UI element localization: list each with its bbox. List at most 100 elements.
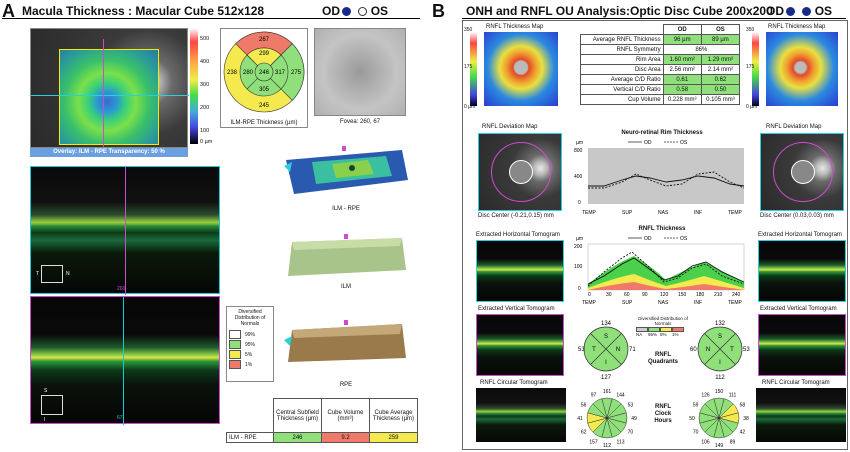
surface-label: RPE [339, 382, 353, 388]
quadrant-chart-os: 132 60 53 112 S N T I [690, 321, 750, 380]
normals-legend-small: Diversified Distribution of Normals NA 9… [636, 316, 690, 342]
rnfl-xtick: 0 [588, 292, 591, 298]
clock-value: 126 [701, 393, 710, 399]
rnfl-ytick: 200 [574, 244, 583, 250]
quadrant-letter: T [730, 347, 734, 353]
rnfl-thickness-map-od[interactable] [484, 32, 558, 106]
surface-ilm[interactable] [282, 234, 410, 280]
os-radio[interactable] [358, 7, 368, 16]
horiz-tomo-title-right: Extracted Horizontal Tomogram [758, 232, 842, 238]
row-label: Average C/D Ratio [580, 74, 664, 85]
summary-header: Central Subfield Thickness (µm) [273, 398, 322, 433]
os-radio[interactable] [802, 7, 812, 16]
quadrant-value: 127 [601, 375, 612, 380]
od-radio[interactable] [342, 7, 351, 16]
panel-b-eye-selector: OD OS [766, 4, 832, 18]
rnfl-xname: NAS [658, 300, 669, 306]
od-radio[interactable] [786, 7, 795, 16]
clock-value: 42 [740, 430, 746, 436]
rnfl-xtick: 30 [606, 292, 612, 298]
horizontal-tomogram-od[interactable] [476, 240, 564, 302]
rnfl-deviation-map-os[interactable] [760, 133, 844, 211]
horizontal-tomogram-os[interactable] [758, 240, 846, 302]
summary-header: Cube Average Thickness (µm) [369, 398, 418, 433]
od-value: 2.56 mm² [662, 64, 702, 75]
clock-value: 106 [701, 439, 710, 445]
rnfl-chart-svg: µm OD OS 200 100 0 0 30 60 90 120 150 18… [574, 236, 745, 306]
etdrs-value: 317 [275, 70, 286, 76]
small-legend-swatch [672, 327, 684, 332]
clock-value: 113 [617, 439, 625, 445]
circular-tomogram-od[interactable] [476, 388, 566, 442]
rnfl-deviation-map-od[interactable] [478, 133, 562, 211]
row-label: Rim Area [580, 54, 664, 65]
overlay-bar[interactable]: Overlay: ILM - RPE Transparency: 50 % [30, 148, 188, 157]
horizontal-bscan[interactable]: T N 260 [30, 166, 220, 295]
map-scale-right [752, 32, 759, 106]
orientation-i: I [44, 417, 46, 423]
legend-od: OD [644, 236, 652, 242]
clock-value: 150 [715, 389, 724, 395]
clock-label-line: RNFL [655, 404, 671, 410]
rim-xtick: INF [694, 210, 702, 216]
legend-item: 1% [245, 361, 253, 368]
fovea-slo-image[interactable] [314, 28, 406, 116]
rnfl-xname: SUP [622, 300, 633, 306]
legend-swatch [229, 340, 241, 349]
quadrant-divider [704, 333, 736, 365]
surface-marker [284, 162, 292, 172]
clock-value: 111 [729, 393, 737, 399]
clock-value: 59 [693, 403, 699, 409]
quadrant-value: 53 [743, 347, 750, 353]
panel-b-title: ONH and RNFL OU Analysis:Optic Disc Cube… [466, 4, 773, 18]
orientation-t: T [36, 271, 40, 277]
summary-value: 259 [369, 432, 418, 443]
od-label: OD [766, 4, 784, 18]
surface-marker [342, 146, 346, 151]
rim-xtick: NAS [658, 210, 669, 216]
surface-rpe[interactable] [282, 320, 410, 366]
circular-tomogram-os[interactable] [756, 388, 846, 442]
rim-ytick: 800 [574, 148, 583, 154]
thickness-colorbar [190, 28, 198, 144]
etdrs-grid-chart: 267 299 238 280 246 317 275 305 245 [223, 31, 305, 113]
os-value: 2.14 mm² [700, 64, 741, 75]
clock-value: 157 [589, 439, 598, 445]
quadrant-value: 53 [578, 347, 585, 353]
summary-table: Central Subfield Thickness (µm) Cube Vol… [226, 398, 418, 443]
disc-center-right: Disc Center (0.03,0.03) mm [760, 213, 834, 219]
fovea-caption: Fovea: 260, 67 [339, 119, 381, 125]
legend-swatch [229, 360, 241, 369]
quadrant-letter: I [605, 360, 607, 366]
rnfl-thickness-map-os[interactable] [766, 32, 838, 106]
vertical-tomogram-os[interactable] [758, 314, 846, 376]
vertical-bscan[interactable]: S I 67 [30, 296, 220, 425]
surface-rpe-render [284, 320, 406, 362]
row-label: Disc Area [580, 64, 664, 75]
small-legend-title: Diversified Distribution of Normals [638, 316, 688, 326]
rnfl-thickness-chart: RNFL Thickness µm OD OS 200 100 0 0 30 6… [574, 226, 750, 312]
quadrant-value: 71 [629, 347, 636, 353]
summary-corner [226, 398, 274, 433]
rnfl-unit: µm [576, 236, 583, 242]
small-legend-item: 1% [672, 332, 679, 337]
rnfl-xtick: 240 [732, 292, 741, 298]
fundus-thickness-map[interactable] [30, 28, 189, 149]
etdrs-value: 267 [259, 37, 270, 43]
vertical-tomogram-od[interactable] [476, 314, 564, 376]
quadrant-divider [590, 333, 622, 365]
map-scale-bot: 0 µm [746, 104, 758, 110]
od-label: OD [322, 4, 340, 18]
map-title-left: RNFL Thickness Map [486, 24, 544, 30]
bscan-index: 260 [117, 286, 126, 292]
od-value: 86% [662, 44, 741, 55]
panel-a-eye-selector: OD OS [322, 4, 388, 18]
onh-parameter-table: OD OS Average RNFL Thickness 96 µm 89 µm R… [580, 24, 741, 105]
clock-value: 70 [693, 430, 699, 436]
etdrs-value: 299 [259, 51, 270, 57]
small-legend-item: 5% [660, 332, 667, 337]
quadrant-letter: T [592, 347, 596, 353]
surface-ilm-rpe[interactable] [282, 146, 410, 198]
